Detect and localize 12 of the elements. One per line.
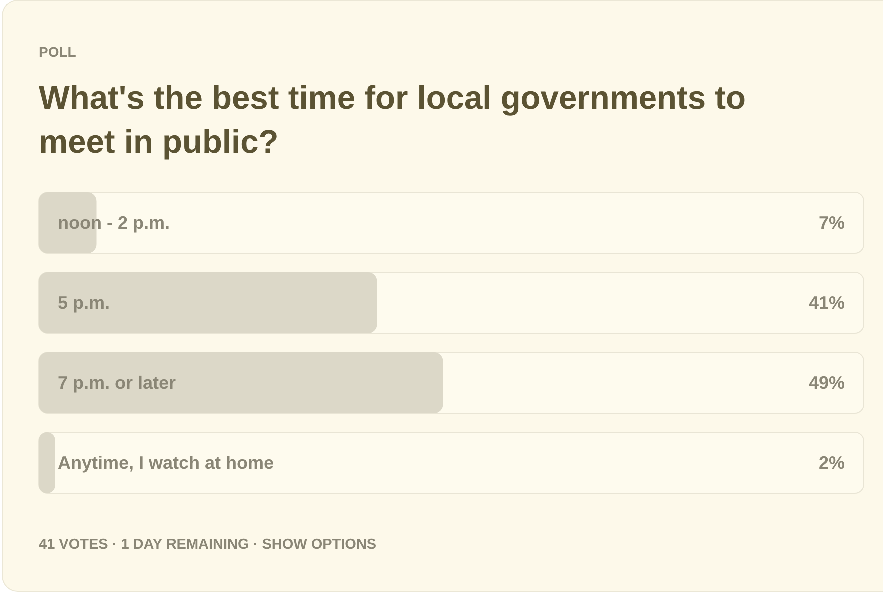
- data-label: 7%: [818, 213, 845, 233]
- bar: [39, 432, 56, 494]
- y-tick-label: 5 p.m.: [58, 293, 110, 313]
- data-label: 2%: [818, 453, 845, 473]
- data-label: 49%: [808, 373, 845, 393]
- text: 41 VOTES · 1 DAY REMAINING · SHOW OPTIONS: [39, 537, 377, 553]
- y-tick-label: noon - 2 p.m.: [58, 213, 170, 233]
- y-tick-label: 7 p.m. or later: [58, 373, 176, 393]
- data-label: 41%: [808, 293, 845, 313]
- chart-title: What's the best time for local governments to meet in public?: [39, 78, 748, 162]
- y-tick-label: Anytime, I watch at home: [58, 453, 274, 473]
- chart-subtitle: POLL: [39, 44, 76, 60]
